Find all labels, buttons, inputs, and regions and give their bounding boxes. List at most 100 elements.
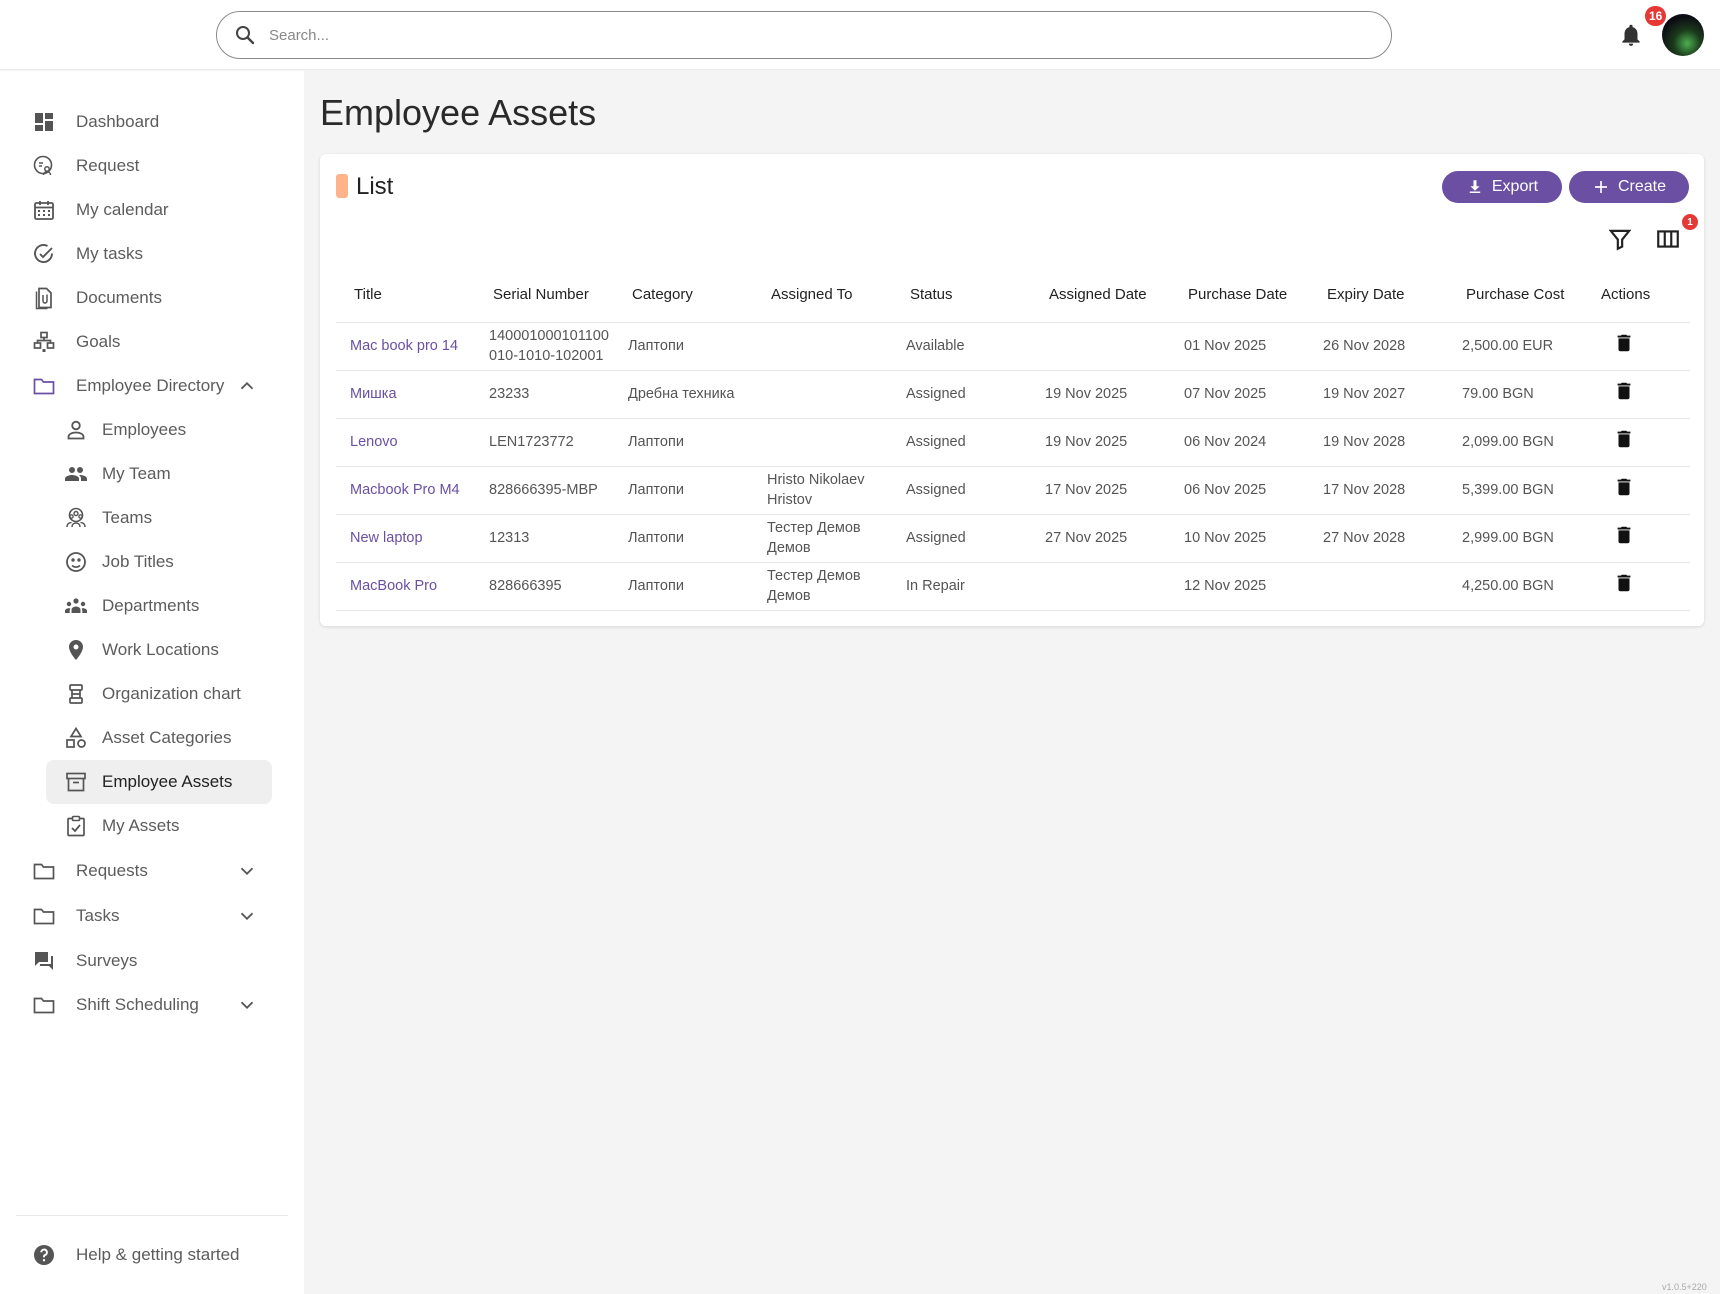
download-icon [1469, 180, 1481, 193]
asset-title-link[interactable]: Мишка [336, 370, 475, 419]
trash-icon[interactable] [1613, 572, 1635, 594]
chevron-down-icon[interactable] [236, 994, 258, 1016]
purchase-cost-cell: 2,099.00 BGN [1448, 418, 1583, 467]
plus-icon [1594, 181, 1607, 193]
search-input[interactable] [269, 26, 1269, 44]
sidebar-item-employee-assets[interactable]: Employee Assets [46, 760, 272, 804]
column-header-title[interactable]: Title [336, 268, 475, 323]
actions-cell [1583, 514, 1690, 563]
assets-table: Title Serial Number Category Assigned To… [336, 268, 1690, 611]
table-row[interactable]: Мишка 23233 Дребна техника Assigned 19 N… [336, 370, 1690, 419]
sidebar-item-label: Surveys [76, 951, 138, 970]
search-icon [236, 26, 255, 45]
assigned-date-cell: 17 Nov 2025 [1031, 466, 1170, 515]
sidebar-item-job-titles[interactable]: Job Titles [46, 540, 272, 584]
assigned-to-cell [753, 418, 892, 467]
trash-icon[interactable] [1613, 476, 1635, 498]
sidebar-item-departments[interactable]: Departments [46, 584, 272, 628]
trash-icon[interactable] [1613, 524, 1635, 546]
table-row[interactable]: Lenovo LEN1723772 Лаптопи Assigned 19 No… [336, 418, 1690, 467]
column-header-status[interactable]: Status [892, 268, 1031, 323]
sidebar-item-label: Request [76, 156, 140, 175]
asset-title-link[interactable]: New laptop [336, 514, 475, 563]
assigned-to-cell [753, 322, 892, 371]
column-header-purchase-date[interactable]: Purchase Date [1170, 268, 1309, 323]
sidebar-item-organization-chart[interactable]: Organization chart [46, 672, 272, 716]
assigned-date-cell [1031, 322, 1170, 371]
trash-icon[interactable] [1613, 428, 1635, 450]
sidebar-item-my-assets[interactable]: My Assets [46, 804, 272, 848]
search-bar[interactable] [216, 11, 1392, 59]
trash-icon[interactable] [1613, 380, 1635, 402]
sidebar-item-surveys[interactable]: Surveys [16, 939, 272, 983]
request-icon [33, 155, 53, 176]
category-shapes-icon [66, 726, 86, 748]
sidebar-item-label: Employees [102, 420, 187, 439]
asset-title-link[interactable]: Mac book pro 14 [336, 322, 475, 371]
export-button[interactable]: Export [1442, 171, 1562, 203]
sidebar-item-asset-categories[interactable]: Asset Categories [46, 716, 272, 760]
expiry-date-cell: 19 Nov 2028 [1309, 418, 1448, 467]
assigned-to-cell [753, 370, 892, 419]
sidebar-item-requests[interactable]: Requests [16, 849, 272, 893]
chevron-down-icon[interactable] [236, 905, 258, 927]
column-header-actions: Actions [1583, 268, 1690, 323]
asset-title-link[interactable]: Macbook Pro M4 [336, 466, 475, 515]
help-link[interactable]: Help & getting started [16, 1233, 272, 1277]
column-header-purchase-cost[interactable]: Purchase Cost [1448, 268, 1583, 323]
serial-number-cell: 140001000101100010-1010-102001 [475, 322, 614, 371]
sidebar-item-request[interactable]: Request [16, 144, 272, 188]
asset-title-link[interactable]: Lenovo [336, 418, 475, 467]
notifications-bell-icon[interactable] [1618, 22, 1644, 48]
table-row[interactable]: Mac book pro 14 140001000101100010-1010-… [336, 322, 1690, 371]
chevron-up-icon[interactable] [236, 375, 258, 397]
column-header-expiry-date[interactable]: Expiry Date [1309, 268, 1448, 323]
sidebar-item-label: My Team [102, 464, 171, 483]
sidebar-item-label: Goals [76, 332, 121, 351]
create-button[interactable]: Create [1569, 171, 1689, 203]
sidebar-item-work-locations[interactable]: Work Locations [46, 628, 272, 672]
asset-title-link[interactable]: MacBook Pro [336, 562, 475, 611]
table-row[interactable]: MacBook Pro 828666395 Лаптопи Тестер Дем… [336, 562, 1690, 611]
status-cell: Assigned [892, 466, 1031, 515]
table-header-row: Title Serial Number Category Assigned To… [336, 268, 1690, 323]
column-header-category[interactable]: Category [614, 268, 753, 323]
category-cell: Лаптопи [614, 514, 753, 563]
filter-icon[interactable] [1607, 226, 1633, 252]
column-header-assigned-date[interactable]: Assigned Date [1031, 268, 1170, 323]
expiry-date-cell: 27 Nov 2028 [1309, 514, 1448, 563]
sidebar-item-my-team[interactable]: My Team [46, 452, 272, 496]
table-row[interactable]: Macbook Pro M4 828666395-MBP Лаптопи Hri… [336, 466, 1690, 515]
expiry-date-cell: 26 Nov 2028 [1309, 322, 1448, 371]
task-check-icon [34, 244, 53, 263]
folder-icon [33, 863, 55, 880]
folder-icon [33, 997, 55, 1014]
category-cell: Дребна техника [614, 370, 753, 419]
sidebar-item-dashboard[interactable]: Dashboard [16, 100, 272, 144]
sidebar-item-documents[interactable]: Documents [16, 276, 272, 320]
columns-icon[interactable] [1655, 226, 1681, 252]
column-header-assigned-to[interactable]: Assigned To [753, 268, 892, 323]
table-row[interactable]: New laptop 12313 Лаптопи Тестер Демов Де… [336, 514, 1690, 563]
sidebar-item-my-tasks[interactable]: My tasks [16, 232, 272, 276]
category-cell: Лаптопи [614, 466, 753, 515]
trash-icon[interactable] [1613, 332, 1635, 354]
column-header-serial-number[interactable]: Serial Number [475, 268, 614, 323]
user-avatar[interactable] [1662, 14, 1704, 56]
sidebar-item-label: Shift Scheduling [76, 995, 199, 1014]
sidebar-item-shift-scheduling[interactable]: Shift Scheduling [16, 983, 272, 1027]
category-cell: Лаптопи [614, 322, 753, 371]
sidebar-item-label: Requests [76, 861, 148, 880]
sidebar-item-goals[interactable]: Goals [16, 320, 272, 364]
clipboard-check-icon [67, 815, 85, 837]
sidebar-item-employee-directory[interactable]: Employee Directory [16, 364, 272, 408]
actions-cell [1583, 322, 1690, 371]
chevron-down-icon[interactable] [236, 860, 258, 882]
sidebar-item-tasks[interactable]: Tasks [16, 894, 272, 938]
sidebar-item-label: Asset Categories [102, 728, 232, 747]
sidebar-item-employees[interactable]: Employees [46, 408, 272, 452]
purchase-date-cell: 06 Nov 2024 [1170, 418, 1309, 467]
help-label: Help & getting started [76, 1245, 240, 1264]
sidebar-item-teams[interactable]: Teams [46, 496, 272, 540]
sidebar-item-my-calendar[interactable]: My calendar [16, 188, 272, 232]
